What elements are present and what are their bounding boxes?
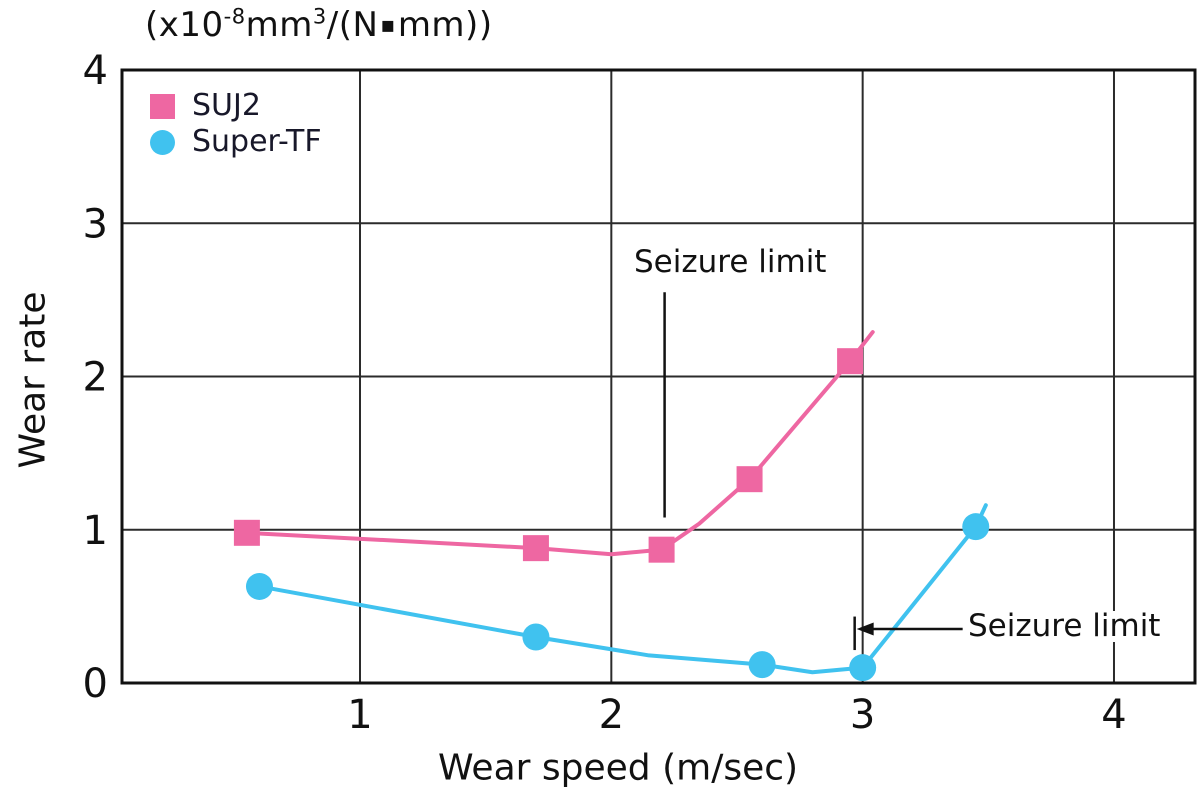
- suj2-square-marker-icon: [150, 93, 175, 119]
- supertf-data-marker: [962, 513, 990, 541]
- suj2-data-marker: [837, 348, 864, 375]
- left-arrowhead-icon: [856, 622, 874, 636]
- suj2-data-marker: [522, 535, 549, 562]
- legend-row-supertf: Super-TF: [150, 124, 322, 160]
- supertf-data-marker: [522, 623, 550, 651]
- unit-text: /(N: [326, 5, 379, 45]
- supertf-data-marker: [748, 651, 776, 679]
- legend-row-suj2: SUJ2: [150, 88, 322, 124]
- suj2-data-marker: [648, 536, 675, 563]
- unit-superscript-3: 3: [312, 4, 327, 29]
- suj2-line: [244, 330, 875, 557]
- plot-border: [120, 68, 1197, 685]
- seizure-limit-label-supertf: Seizure limit: [966, 608, 1163, 644]
- unit-text: mm: [245, 5, 313, 45]
- x-tick-label-2: 2: [599, 692, 624, 738]
- supertf-data-marker: [849, 654, 877, 682]
- suj2-data-marker: [736, 466, 763, 493]
- y-tick-label-4: 4: [83, 48, 108, 94]
- supertf-line: [257, 503, 988, 675]
- unit-superscript-minus8: -8: [223, 4, 246, 29]
- legend-label-supertf: Super-TF: [192, 124, 322, 159]
- x-tick-label-3: 3: [850, 692, 875, 738]
- y-axis-unit-label: (x10-8mm3/(N▪mm)): [145, 5, 493, 45]
- y-tick-label-0: 0: [83, 661, 108, 707]
- x-tick-label-1: 1: [347, 692, 372, 738]
- legend: SUJ2 Super-TF: [150, 88, 322, 160]
- y-tick-label-3: 3: [83, 201, 108, 247]
- x-tick-label-4: 4: [1101, 692, 1126, 738]
- supertf-data-marker: [245, 572, 273, 600]
- supertf-circle-marker-icon: [150, 129, 175, 155]
- x-axis-title: Wear speed (m/sec): [437, 747, 799, 789]
- seizure-limit-label-suj2: Seizure limit: [634, 244, 827, 280]
- legend-label-suj2: SUJ2: [192, 88, 261, 123]
- y-tick-label-2: 2: [83, 355, 108, 401]
- unit-text: (x10: [145, 5, 224, 45]
- y-axis-title: Wear rate: [12, 291, 54, 469]
- unit-text: mm)): [397, 5, 493, 45]
- y-tick-label-1: 1: [83, 508, 108, 554]
- middle-dot-icon: ▪: [380, 13, 396, 38]
- suj2-data-marker: [233, 519, 260, 546]
